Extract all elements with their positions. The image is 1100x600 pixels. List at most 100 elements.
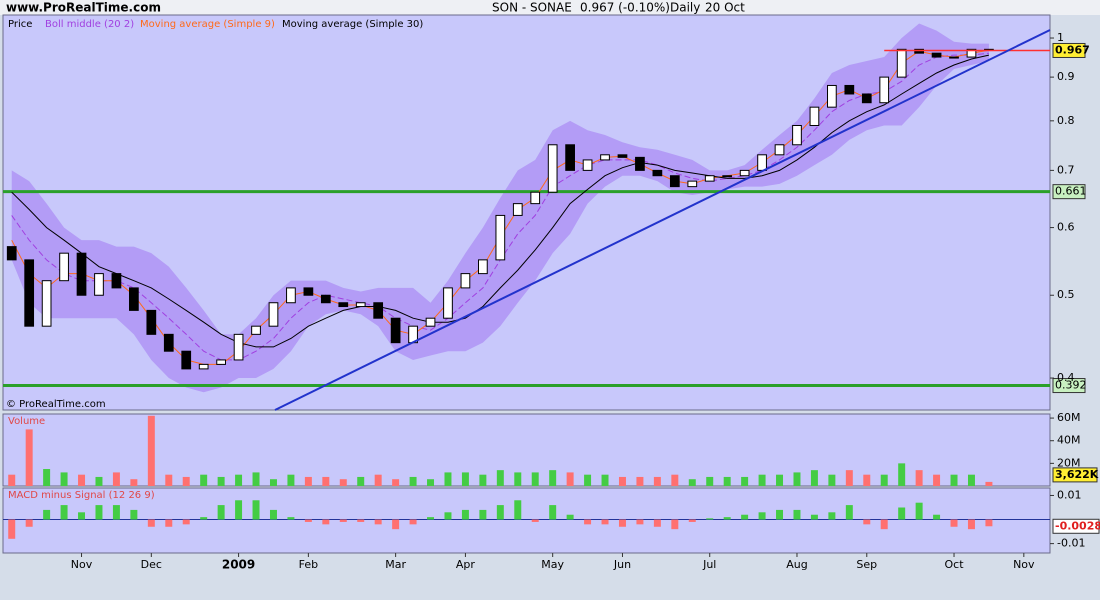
last-volume-box [1052, 467, 1098, 483]
bar [828, 474, 836, 486]
bar [584, 474, 592, 486]
last-macd-box [1052, 518, 1100, 534]
bar [461, 509, 469, 520]
bar [374, 474, 382, 486]
bar [810, 514, 818, 520]
candle [320, 294, 331, 304]
trend-line [274, 29, 1051, 411]
candle [41, 280, 52, 327]
last-volume-label: 3,622K [1055, 468, 1099, 481]
bar [688, 479, 696, 486]
y-tick-label: 20M [1057, 456, 1081, 469]
bar [165, 519, 173, 527]
bar [601, 474, 609, 486]
level-label-box [1052, 378, 1086, 394]
candle [24, 259, 35, 327]
bar [880, 474, 888, 486]
bar [898, 507, 906, 520]
bar [43, 469, 51, 486]
bar [863, 519, 871, 525]
bar [880, 519, 888, 530]
candle [59, 252, 69, 282]
candle [460, 273, 471, 289]
y-tick-label: 40M [1057, 434, 1081, 447]
last-macd-label: -0.0028 [1055, 519, 1100, 532]
bar [549, 470, 557, 486]
candle [6, 246, 17, 261]
bar [182, 519, 190, 525]
bar [810, 470, 818, 486]
bar [793, 509, 801, 520]
bar [392, 519, 400, 530]
candle [495, 214, 506, 261]
y-tick-label: 0.7 [1057, 163, 1075, 176]
bar [409, 519, 417, 525]
bar [287, 474, 295, 486]
candle [547, 144, 558, 193]
bar [78, 474, 86, 486]
level-label-box [1052, 184, 1086, 200]
bar [845, 505, 853, 520]
bar [584, 519, 592, 525]
bar [566, 514, 574, 520]
candle [181, 350, 192, 370]
candle [355, 302, 366, 308]
x-tick-label: Oct [945, 558, 965, 571]
bar [915, 502, 923, 520]
price-layer [3, 23, 1050, 393]
bar [217, 505, 225, 520]
candle [512, 203, 523, 216]
y-tick-label: -0.01 [1057, 537, 1085, 550]
candle [617, 154, 628, 158]
bar [706, 476, 714, 486]
bar [950, 474, 958, 486]
bar [967, 474, 975, 486]
candle [635, 156, 645, 171]
candle [861, 93, 872, 104]
bar [985, 481, 993, 486]
y-tick-label: 60M [1057, 411, 1081, 424]
bar [845, 470, 853, 486]
candle [425, 317, 436, 327]
candle [565, 144, 575, 171]
bar [112, 472, 120, 486]
bar [427, 479, 435, 486]
y-tick-label: 0.5 [1057, 288, 1075, 301]
bar [25, 429, 33, 486]
bar [374, 519, 382, 525]
legend-entry: Price [8, 19, 32, 30]
candle [163, 333, 174, 352]
level-label: 0.392 [1055, 379, 1087, 392]
candle [757, 154, 767, 171]
bar [653, 476, 661, 486]
ma-line [11, 54, 990, 348]
bar [636, 519, 644, 525]
y-tick-label: 0.01 [1057, 488, 1082, 501]
bar [322, 519, 330, 525]
x-tick-label: Dec [141, 558, 162, 571]
legend-entry: Moving average (Simple 30) [282, 19, 423, 30]
bar [182, 476, 190, 486]
candle [129, 287, 139, 311]
bar [235, 474, 243, 486]
bar [339, 479, 347, 486]
bar [967, 519, 975, 530]
bar [200, 517, 208, 520]
site-name: www.ProRealTime.com [6, 1, 161, 15]
y-tick-label: 1 [1057, 31, 1064, 44]
bar [147, 415, 155, 486]
bar [130, 479, 138, 486]
bar [479, 474, 487, 486]
x-tick-label: Jul [702, 558, 716, 571]
bar [758, 512, 766, 520]
candle [373, 302, 384, 319]
candle [582, 159, 593, 171]
candle [722, 175, 733, 178]
bar [322, 476, 330, 486]
candle [827, 84, 837, 108]
candle [111, 273, 122, 289]
candle [146, 309, 157, 335]
bar [479, 509, 487, 520]
candle [687, 180, 698, 188]
candle [704, 175, 715, 182]
